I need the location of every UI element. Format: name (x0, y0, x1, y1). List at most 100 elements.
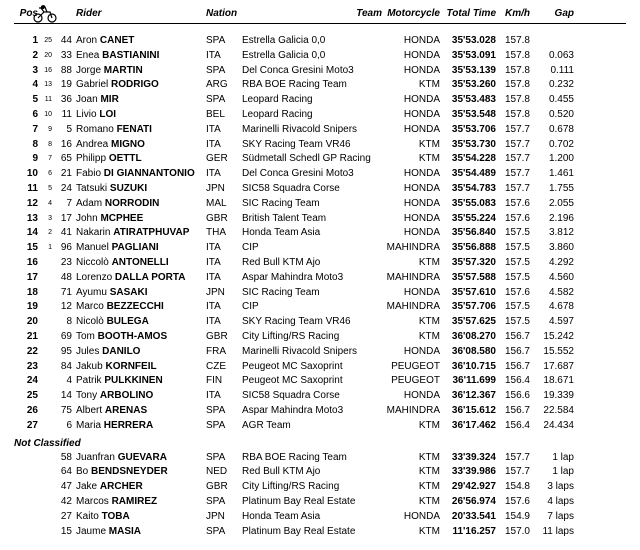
table-row: 1247Adam NORRODINMALSIC Racing TeamHONDA… (14, 197, 626, 212)
cell-team: Marinelli Rivacold Snipers (242, 345, 382, 360)
cell-gap: 1.200 (530, 152, 574, 167)
cell-num: 75 (54, 404, 76, 419)
cell-pos: 9 (14, 152, 38, 167)
cell-kmh: 157.8 (496, 78, 530, 93)
cell-grid (38, 465, 54, 480)
cell-gap: 1.755 (530, 182, 574, 197)
table-row: 51136Joan MIRSPALeopard RacingHONDA35'53… (14, 93, 626, 108)
table-row: 27Kaito TOBAJPNHonda Team AsiaHONDA20'33… (14, 510, 626, 525)
cell-gap: 0.232 (530, 78, 574, 93)
cell-pos: 11 (14, 182, 38, 197)
cell-pos (14, 480, 38, 495)
cell-grid: 11 (38, 93, 54, 108)
cell-gap: 2.196 (530, 212, 574, 227)
cell-nation: ITA (206, 256, 242, 271)
cell-total-time: 35'54.783 (440, 182, 496, 197)
cell-nation: GER (206, 152, 242, 167)
cell-pos: 20 (14, 315, 38, 330)
cell-team: SIC58 Squadra Corse (242, 182, 382, 197)
cell-motorcycle: KTM (382, 451, 440, 466)
table-row: 58Juanfran GUEVARASPARBA BOE Racing Team… (14, 451, 626, 466)
cell-nation: ITA (206, 241, 242, 256)
cell-team: City Lifting/RS Racing (242, 480, 382, 495)
cell-motorcycle: PEUGEOT (382, 374, 440, 389)
cell-grid (38, 330, 54, 345)
cell-num: 7 (54, 197, 76, 212)
cell-rider: Ayumu SASAKI (76, 286, 206, 301)
cell-gap: 4.678 (530, 300, 574, 315)
cell-pos: 23 (14, 360, 38, 375)
cell-num: 33 (54, 49, 76, 64)
cell-pos: 25 (14, 389, 38, 404)
cell-total-time: 35'57.320 (440, 256, 496, 271)
cell-total-time: 35'53.548 (440, 108, 496, 123)
cell-grid (38, 510, 54, 525)
cell-rider: Albert ARENAS (76, 404, 206, 419)
table-header: Pos Rider Nation Team Motorcycle Total T… (14, 8, 626, 24)
cell-gap: 15.552 (530, 345, 574, 360)
cell-motorcycle: MAHINDRA (382, 300, 440, 315)
cell-pos: 14 (14, 226, 38, 241)
cell-motorcycle: MAHINDRA (382, 404, 440, 419)
cell-num: 11 (54, 108, 76, 123)
cell-num: 19 (54, 78, 76, 93)
cell-motorcycle: KTM (382, 315, 440, 330)
cell-pos: 6 (14, 108, 38, 123)
cell-nation: GBR (206, 330, 242, 345)
cell-team: British Talent Team (242, 212, 382, 227)
cell-num: 69 (54, 330, 76, 345)
cell-gap: 3.860 (530, 241, 574, 256)
cell-nation: SPA (206, 451, 242, 466)
cell-nation: JPN (206, 510, 242, 525)
cell-kmh: 156.7 (496, 404, 530, 419)
cell-kmh: 157.5 (496, 256, 530, 271)
cell-num: 16 (54, 138, 76, 153)
cell-motorcycle: HONDA (382, 64, 440, 79)
cell-motorcycle: HONDA (382, 123, 440, 138)
cell-num: 65 (54, 152, 76, 167)
cell-gap: 19.339 (530, 389, 574, 404)
cell-grid: 3 (38, 212, 54, 227)
cell-num: 95 (54, 345, 76, 360)
cell-team: AGR Team (242, 419, 382, 434)
cell-pos (14, 465, 38, 480)
cell-num: 8 (54, 315, 76, 330)
cell-gap: 0.063 (530, 49, 574, 64)
col-rider: Rider (76, 8, 206, 19)
cell-nation: SPA (206, 404, 242, 419)
cell-kmh: 157.6 (496, 197, 530, 212)
cell-num: 14 (54, 389, 76, 404)
cell-pos: 4 (14, 78, 38, 93)
cell-kmh: 157.8 (496, 93, 530, 108)
cell-nation: ITA (206, 49, 242, 64)
cell-kmh: 156.7 (496, 330, 530, 345)
cell-pos: 13 (14, 212, 38, 227)
cell-kmh: 156.4 (496, 419, 530, 434)
cell-rider: Enea BASTIANINI (76, 49, 206, 64)
cell-total-time: 35'53.139 (440, 64, 496, 79)
cell-grid: 1 (38, 241, 54, 256)
table-row: 14241Nakarin ATIRATPHUVAPTHAHonda Team A… (14, 226, 626, 241)
cell-num: 5 (54, 123, 76, 138)
cell-num: 42 (54, 495, 76, 510)
cell-motorcycle: HONDA (382, 167, 440, 182)
cell-rider: Philipp OETTL (76, 152, 206, 167)
cell-num: 96 (54, 241, 76, 256)
cell-motorcycle: HONDA (382, 345, 440, 360)
cell-nation: ITA (206, 138, 242, 153)
cell-gap: 2.055 (530, 197, 574, 212)
table-row: 11524Tatsuki SUZUKIJPNSIC58 Squadra Cors… (14, 182, 626, 197)
cell-pos: 21 (14, 330, 38, 345)
cell-total-time: 36'11.699 (440, 374, 496, 389)
table-row: 61011Livio LOIBELLeopard RacingHONDA35'5… (14, 108, 626, 123)
cell-rider: Jake ARCHER (76, 480, 206, 495)
cell-num: 12 (54, 300, 76, 315)
cell-motorcycle: HONDA (382, 49, 440, 64)
table-row: 1748Lorenzo DALLA PORTAITAAspar Mahindra… (14, 271, 626, 286)
cell-num: 23 (54, 256, 76, 271)
cell-kmh: 154.8 (496, 480, 530, 495)
cell-total-time: 35'57.588 (440, 271, 496, 286)
cell-num: 71 (54, 286, 76, 301)
cell-rider: Livio LOI (76, 108, 206, 123)
cell-pos: 22 (14, 345, 38, 360)
